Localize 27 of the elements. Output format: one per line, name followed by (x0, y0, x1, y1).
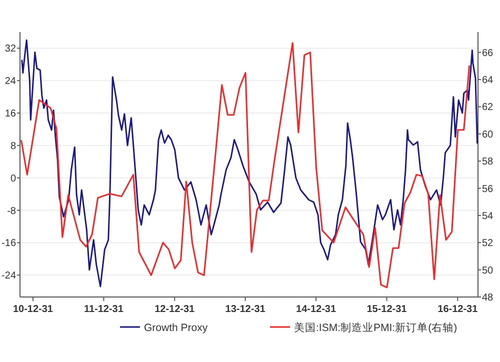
legend-label: 美国:ISM:制造业PMI:新订单(右轴) (294, 321, 458, 334)
y-tick-label: 0 (10, 173, 16, 184)
x-tick-label: 11-12-31 (84, 304, 124, 315)
x-tick-label: 14-12-31 (296, 304, 336, 315)
y2-tick-label: 56 (482, 184, 494, 195)
y2-tick-label: 62 (482, 102, 494, 114)
y-tick-label: -24 (2, 270, 16, 282)
y-tick-label: -16 (2, 238, 16, 250)
y-tick-label: 16 (4, 108, 16, 120)
y2-tick-label: 54 (482, 210, 494, 222)
y2-tick-label: 50 (482, 265, 494, 276)
y2-tick-label: 64 (482, 75, 494, 86)
y2-tick-label: 48 (482, 292, 494, 304)
y2-tick-label: 66 (482, 48, 494, 59)
y2-tick-label: 60 (482, 129, 494, 140)
y2-tick-label: 58 (482, 156, 494, 168)
y-tick-label: 8 (10, 140, 16, 152)
y2-tick-label: 52 (482, 238, 494, 250)
x-tick-label: 10-12-31 (12, 304, 54, 315)
x-tick-label: 13-12-31 (225, 304, 266, 315)
y-tick-label: 24 (4, 76, 16, 88)
x-tick-label: 15-12-31 (366, 304, 408, 315)
legend-label: Growth Proxy (144, 322, 208, 334)
x-tick-label: 16-12-31 (438, 304, 478, 315)
y-tick-label: -8 (7, 206, 16, 217)
x-tick-label: 12-12-31 (154, 304, 196, 315)
y-tick-label: 32 (4, 44, 16, 55)
